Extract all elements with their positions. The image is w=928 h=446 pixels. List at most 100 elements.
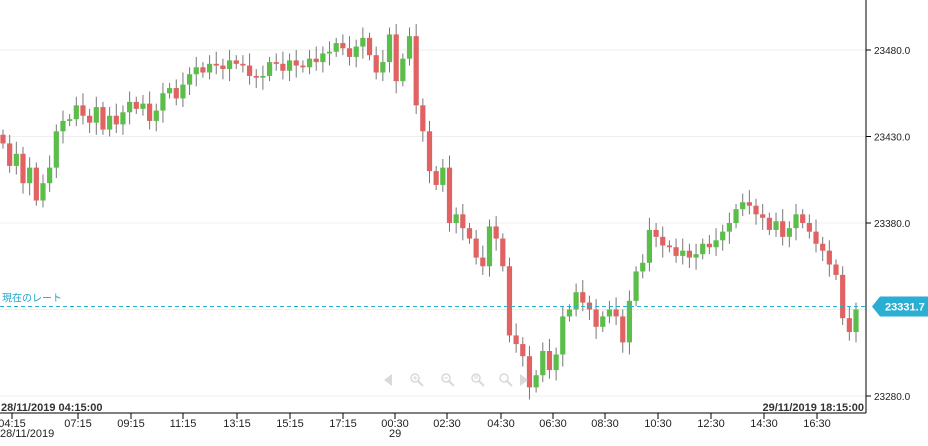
candle-body (460, 214, 466, 229)
x-tick-label: 14:30 (750, 418, 778, 430)
candle (753, 198, 759, 225)
candle (300, 60, 306, 73)
candle-body (580, 292, 586, 303)
candle-body (493, 226, 499, 239)
candle (560, 306, 566, 367)
candle-body (586, 302, 593, 310)
candle-body (40, 183, 46, 201)
candle-body (213, 63, 219, 66)
candle-body (53, 131, 59, 168)
candle-body (653, 229, 659, 237)
candle (713, 228, 719, 256)
candle-body (666, 245, 673, 248)
candle (120, 105, 126, 135)
candle-body (386, 34, 393, 63)
candle (7, 134, 13, 173)
candle-body (546, 351, 553, 371)
candle (700, 238, 706, 260)
candle (333, 37, 339, 57)
candle-body (820, 243, 826, 251)
candle-body (693, 254, 699, 258)
candle-body (813, 231, 819, 244)
candle (13, 141, 19, 175)
candle-body (153, 110, 159, 121)
candle-body (113, 115, 119, 125)
candle (633, 266, 639, 307)
candle (260, 65, 266, 90)
candle (226, 50, 233, 82)
candle-body (47, 167, 53, 184)
x-tick-label: 15:15 (276, 418, 304, 430)
candle-body (13, 153, 19, 166)
candle (386, 27, 393, 73)
candle (806, 214, 812, 239)
candle-body (440, 167, 446, 185)
candle (293, 50, 299, 78)
candle-body (793, 214, 799, 229)
candle-body (720, 231, 726, 241)
candle-body (540, 351, 546, 376)
candle-body (520, 344, 526, 357)
grid (0, 49, 866, 397)
candle-body (300, 65, 306, 68)
candle-body (633, 271, 639, 301)
candle-body (753, 205, 759, 215)
candle (80, 93, 86, 125)
candle (480, 245, 486, 275)
candle-body (133, 101, 139, 109)
candle (820, 236, 826, 262)
candle (826, 240, 832, 277)
candle (846, 306, 852, 341)
zoom-in-icon[interactable] (410, 373, 424, 387)
candle-body (193, 67, 199, 75)
candle-body (566, 309, 573, 317)
candle (67, 114, 73, 127)
candle (553, 347, 559, 381)
candle-body (140, 103, 146, 109)
candle-body (266, 62, 273, 76)
candle (613, 297, 619, 326)
x-tick-label: 08:30 (591, 418, 619, 430)
zoom-out-icon[interactable] (441, 373, 455, 387)
x-tick-label: 00:30 (381, 418, 409, 430)
candle-body (226, 60, 233, 70)
x-tick-label: 11:15 (170, 418, 197, 430)
candle (760, 203, 766, 230)
x-tick-label: 07:15 (64, 418, 92, 430)
candle-body (366, 37, 373, 56)
candle-body (660, 236, 666, 246)
candle (566, 304, 573, 322)
candle (746, 190, 752, 215)
chart-navigation-toolbar[interactable] (384, 373, 528, 387)
candle (253, 69, 259, 89)
candle-body (73, 105, 79, 120)
candle-body (80, 105, 86, 116)
candle-body (533, 375, 539, 388)
candle (193, 56, 199, 87)
x-tick-label: 12:30 (697, 418, 725, 430)
candle-body (733, 209, 739, 223)
candle-body (373, 55, 379, 73)
y-tick-label: 23280.0 (874, 392, 911, 403)
candle-body (380, 62, 386, 73)
candle (433, 165, 439, 191)
candle-body (846, 318, 852, 332)
candle-body (260, 75, 266, 78)
x-tick-label: 02:30 (433, 418, 461, 430)
scroll-right-icon[interactable] (499, 373, 528, 387)
candle-body (173, 88, 179, 99)
candle (180, 72, 186, 108)
candle-body (353, 46, 359, 57)
x-tick-label: 04:30 (487, 418, 515, 430)
candle (793, 203, 799, 241)
candle (406, 27, 413, 66)
candle (160, 82, 166, 123)
candle-body (433, 171, 439, 185)
candle-body (600, 316, 606, 327)
candle-body (186, 74, 193, 85)
zoom-reset-icon[interactable] (471, 373, 485, 387)
candle-body (680, 250, 686, 256)
pan-left-icon[interactable] (384, 374, 392, 386)
candle (573, 283, 579, 317)
